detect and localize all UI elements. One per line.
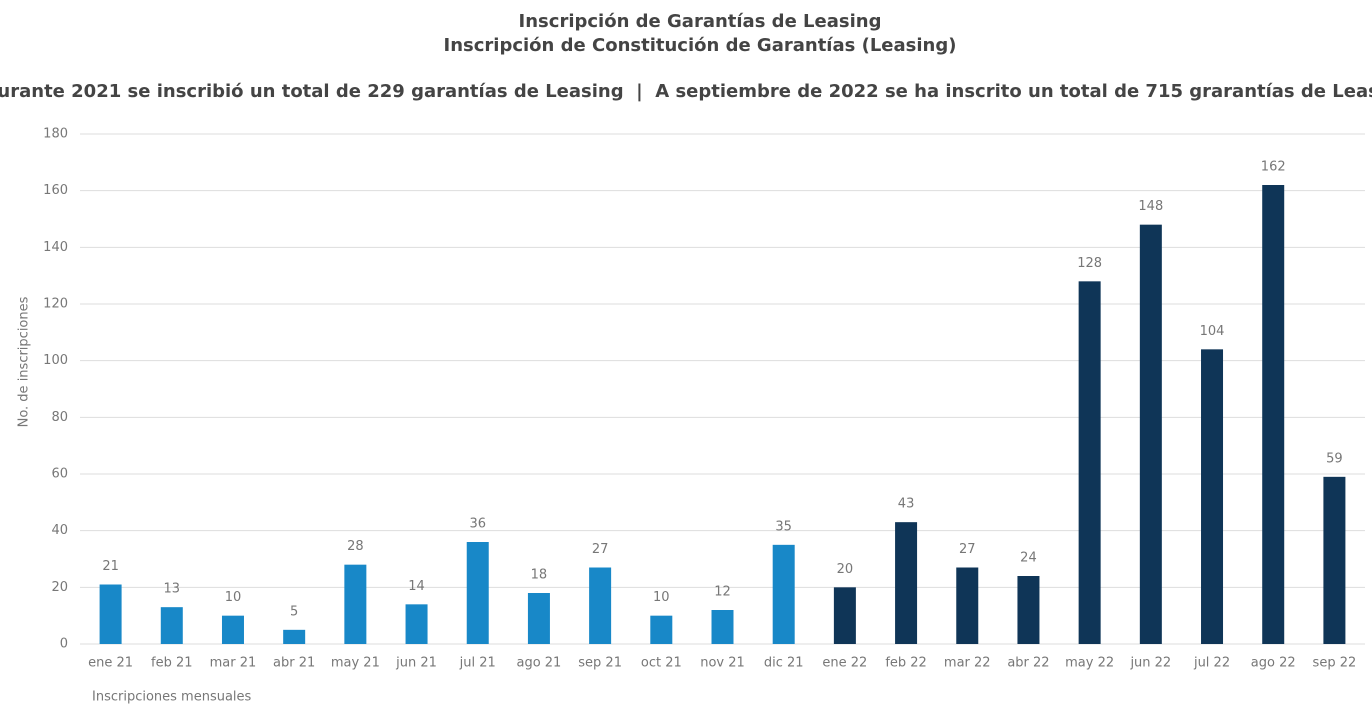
chart-subtitle: Inscripción de Constitución de Garantías… <box>444 35 957 56</box>
y-tick-label: 60 <box>51 467 68 482</box>
x-tick-label: mar 21 <box>210 656 257 671</box>
bar <box>527 593 550 644</box>
x-tick-label: oct 21 <box>641 656 682 671</box>
bar <box>1139 224 1162 644</box>
x-tick-label: abr 22 <box>1007 656 1049 671</box>
bar <box>283 629 306 644</box>
bar <box>1017 576 1040 644</box>
value-label: 27 <box>959 542 976 557</box>
y-tick-label: 100 <box>43 353 68 368</box>
annotation: Durante 2021 se inscribió un total de 22… <box>0 81 1372 102</box>
x-tick-label: jun 22 <box>1129 656 1171 671</box>
bar <box>833 587 856 644</box>
x-tick-label: may 22 <box>1065 656 1114 671</box>
value-label: 14 <box>408 579 425 594</box>
bar <box>1262 185 1285 644</box>
y-axis-label: No. de inscripciones <box>17 296 32 427</box>
value-label: 43 <box>898 497 915 512</box>
bar <box>772 544 795 644</box>
value-label: 5 <box>290 604 298 619</box>
y-tick-label: 20 <box>51 580 68 595</box>
value-label: 27 <box>592 542 609 557</box>
value-label: 24 <box>1020 551 1037 566</box>
x-tick-label: feb 21 <box>151 656 193 671</box>
value-label: 21 <box>102 559 119 574</box>
value-label: 10 <box>225 590 242 605</box>
bar <box>1323 476 1346 644</box>
x-tick-label: abr 21 <box>273 656 315 671</box>
value-label: 12 <box>714 585 731 600</box>
bar <box>99 584 122 644</box>
value-label: 128 <box>1077 256 1102 271</box>
bar <box>1201 349 1224 644</box>
x-axis-label: Inscripciones mensuales <box>92 690 252 704</box>
value-label: 28 <box>347 539 364 554</box>
x-tick-label: sep 22 <box>1313 656 1357 671</box>
bar <box>711 610 734 644</box>
x-tick-label: nov 21 <box>700 656 745 671</box>
value-label: 104 <box>1200 324 1225 339</box>
x-tick-label: jun 21 <box>395 656 437 671</box>
x-tick-label: ene 22 <box>822 656 867 671</box>
value-label: 20 <box>837 562 854 577</box>
value-label: 148 <box>1138 199 1163 214</box>
y-tick-label: 180 <box>43 127 68 142</box>
value-label: 13 <box>164 582 181 597</box>
bar <box>221 615 244 644</box>
y-tick-label: 160 <box>43 183 68 198</box>
x-tick-label: dic 21 <box>764 656 804 671</box>
bar <box>956 567 979 644</box>
value-label: 10 <box>653 590 670 605</box>
bar <box>1078 281 1101 644</box>
x-tick-label: may 21 <box>331 656 380 671</box>
value-label: 18 <box>531 568 548 583</box>
y-tick-label: 0 <box>60 637 68 652</box>
y-tick-label: 120 <box>43 297 68 312</box>
x-tick-label: jul 21 <box>459 656 496 671</box>
bar <box>650 615 673 644</box>
x-tick-label: ene 21 <box>88 656 133 671</box>
y-tick-label: 140 <box>43 240 68 255</box>
bar <box>589 567 612 644</box>
x-tick-label: sep 21 <box>578 656 622 671</box>
bar <box>405 604 428 644</box>
y-tick-label: 40 <box>51 523 68 538</box>
value-label: 36 <box>469 517 486 532</box>
x-tick-label: jul 22 <box>1193 656 1230 671</box>
x-tick-label: feb 22 <box>885 656 927 671</box>
bar <box>466 542 489 644</box>
x-tick-label: ago 21 <box>516 656 561 671</box>
x-tick-label: ago 22 <box>1251 656 1296 671</box>
x-tick-label: mar 22 <box>944 656 991 671</box>
value-label: 35 <box>775 519 792 534</box>
value-label: 162 <box>1261 160 1286 175</box>
value-label: 59 <box>1326 451 1343 466</box>
chart-title: Inscripción de Garantías de Leasing <box>519 11 882 32</box>
bar <box>344 564 367 644</box>
bar <box>160 607 183 644</box>
bar <box>895 522 918 644</box>
y-tick-label: 80 <box>51 410 68 425</box>
